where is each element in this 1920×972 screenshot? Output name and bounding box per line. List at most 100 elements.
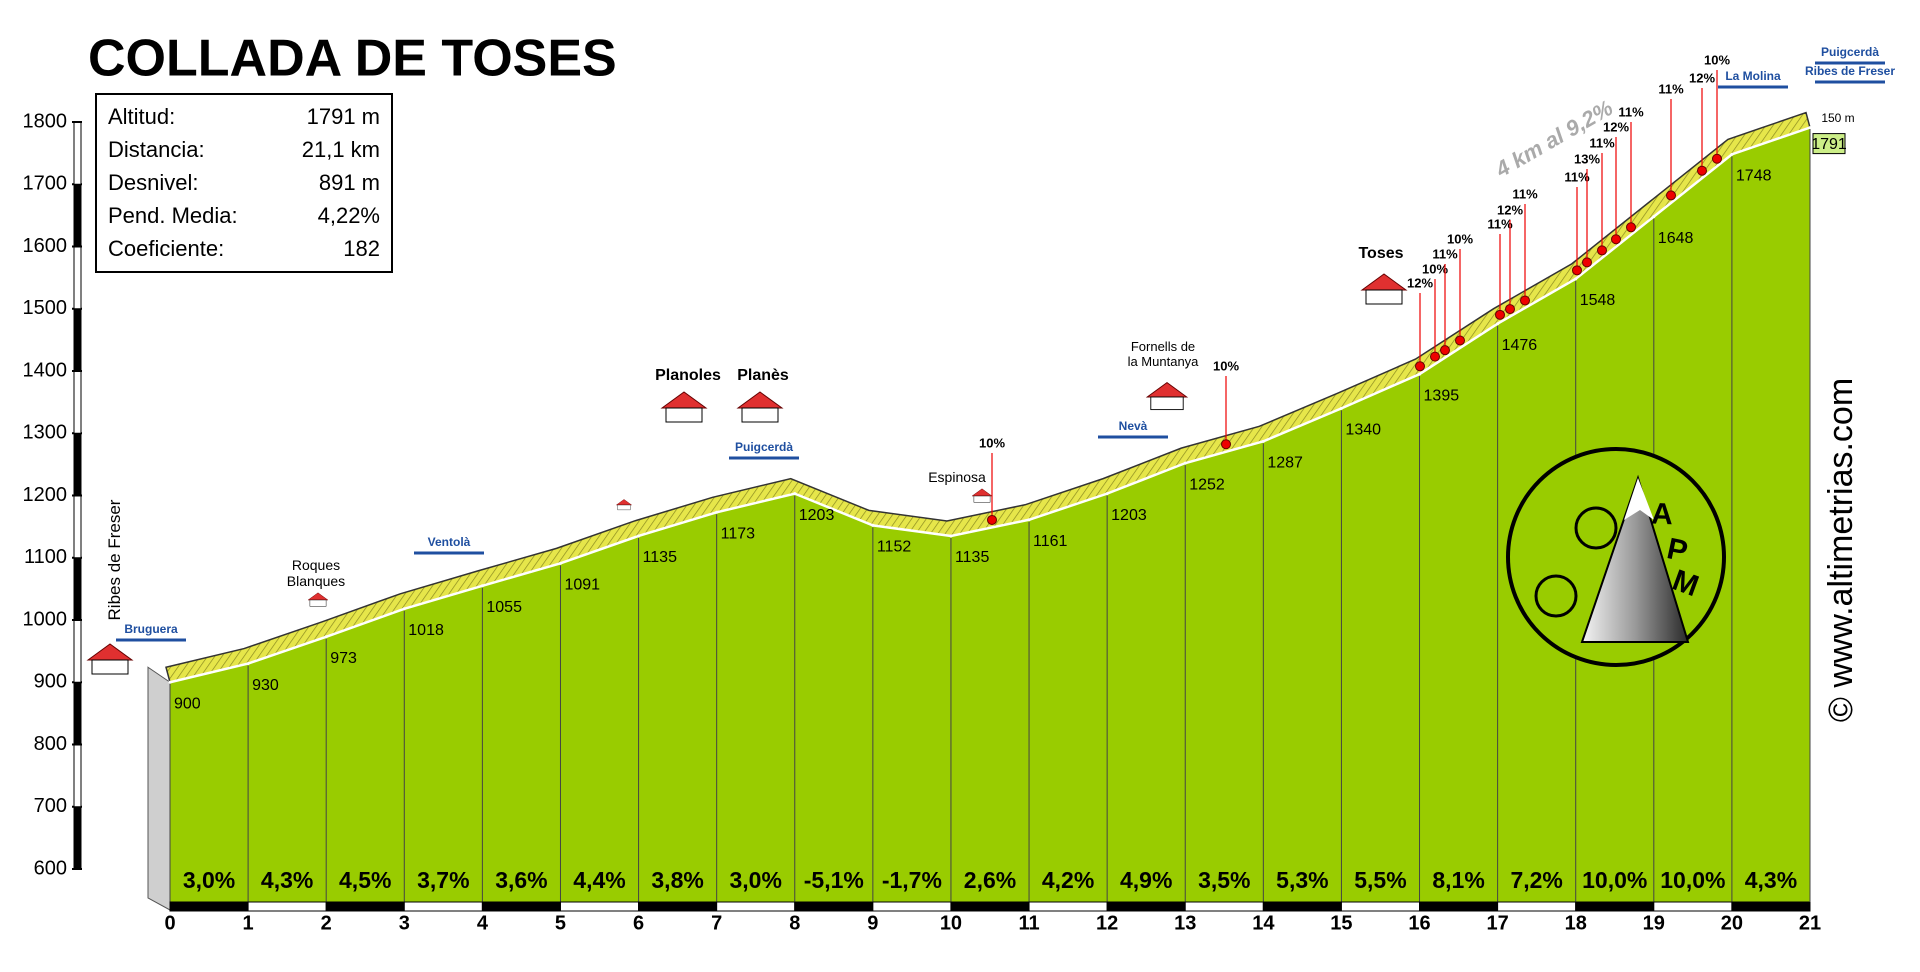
y-axis-segment xyxy=(73,246,82,310)
house-icon xyxy=(615,499,633,511)
steep-label: 12% xyxy=(1497,202,1523,217)
km-point xyxy=(480,584,484,588)
y-axis-segment xyxy=(73,308,82,372)
annotation-line: Planoles xyxy=(655,367,721,384)
roof xyxy=(86,643,134,661)
steep-label: 12% xyxy=(1603,119,1629,134)
gradient-label: 3,8% xyxy=(651,867,703,893)
profile-line xyxy=(169,126,1811,684)
credit: © www.altimetrias.com xyxy=(1822,378,1860,722)
stat-value: 182 xyxy=(343,236,380,261)
house-icon xyxy=(307,592,329,607)
altitude-label: 1091 xyxy=(564,577,600,594)
side-face xyxy=(147,666,171,911)
x-axis-segment xyxy=(403,901,483,912)
stat-value: 891 m xyxy=(319,170,380,195)
annotation: Fornells de la Muntanya xyxy=(1128,339,1200,369)
y-axis-segment xyxy=(73,370,82,434)
x-tick-label: 17 xyxy=(1486,912,1508,934)
y-tick-label: 1700 xyxy=(23,173,68,195)
steep-label: 10% xyxy=(1213,358,1239,373)
km-point xyxy=(1496,322,1500,326)
x-tick-label: 4 xyxy=(477,912,489,934)
wall xyxy=(309,599,327,607)
altitude-label: 900 xyxy=(174,695,201,712)
annotation-line: Ribes de Freser xyxy=(1805,64,1895,78)
km-point xyxy=(871,523,875,527)
x-axis-segment xyxy=(1262,901,1342,912)
altitude-label: 1173 xyxy=(721,526,756,543)
roof xyxy=(1145,382,1189,398)
x-tick-label: 6 xyxy=(633,912,644,934)
x-tick-label: 18 xyxy=(1565,912,1587,934)
gradient-label: 5,3% xyxy=(1276,867,1328,893)
wall xyxy=(741,407,779,423)
annotation: Planoles xyxy=(655,367,721,384)
x-axis-segment xyxy=(794,901,874,912)
altitude-label: 1287 xyxy=(1267,455,1303,472)
y-tick-label: 800 xyxy=(34,733,67,755)
house-icon xyxy=(660,391,708,423)
y-tick-label: 1200 xyxy=(23,484,68,506)
wall xyxy=(1150,396,1184,411)
annotation: Ribes de Freser xyxy=(1805,64,1895,78)
gradient-label: 5,5% xyxy=(1354,867,1406,893)
gradient-label: -5,1% xyxy=(804,867,864,893)
roof xyxy=(736,391,784,409)
y-axis-segment xyxy=(73,681,82,745)
x-tick-label: 14 xyxy=(1252,912,1275,934)
x-axis-segment xyxy=(638,901,718,912)
altitude-label: 1340 xyxy=(1345,422,1381,439)
altitude-label: 1152 xyxy=(877,539,912,556)
x-tick-label: 11 xyxy=(1018,912,1039,934)
annotation: Planès xyxy=(737,367,789,384)
steep-pin xyxy=(1611,234,1621,245)
x-tick-label: 21 xyxy=(1799,912,1821,934)
y-tick-label: 1100 xyxy=(24,546,67,568)
gradient-label: 8,1% xyxy=(1432,867,1484,893)
x-axis-segment xyxy=(1028,901,1108,912)
x-axis-segment xyxy=(1731,901,1811,912)
annotation: La Molina xyxy=(1725,69,1781,83)
x-axis-segment xyxy=(716,901,796,912)
gradient-label: 2,6% xyxy=(964,867,1016,893)
logo-wheel xyxy=(1574,506,1618,550)
steep-pin xyxy=(1455,335,1465,346)
annotation-line: Blanques xyxy=(287,573,345,589)
annotation: Toses xyxy=(1358,245,1403,262)
y-axis-segment xyxy=(73,557,82,621)
gradient-label: 3,7% xyxy=(417,867,469,893)
annotation: Espinosa xyxy=(928,469,986,485)
altitude-label: 1476 xyxy=(1502,337,1538,354)
gradient-label: 10,0% xyxy=(1582,867,1647,893)
logo-snow xyxy=(1624,478,1654,520)
altitude-label: 973 xyxy=(330,650,357,667)
annotation: 150 m xyxy=(1821,111,1854,125)
km-point xyxy=(793,492,797,496)
y-axis-segment xyxy=(73,806,82,870)
steep-label: 11% xyxy=(1432,246,1458,261)
x-tick-label: 0 xyxy=(164,912,175,934)
x-tick-label: 1 xyxy=(243,912,254,934)
y-tick-label: 1400 xyxy=(23,359,68,381)
steep-label: 13% xyxy=(1574,151,1600,166)
y-axis-segment xyxy=(73,432,82,496)
y-axis-segment xyxy=(73,121,82,185)
altitude-label: 1395 xyxy=(1424,387,1460,404)
roof xyxy=(1360,273,1408,291)
x-axis-segment xyxy=(950,901,1030,912)
annotation: Puigcerdà xyxy=(735,440,793,454)
annotation-line: Ventolà xyxy=(428,535,471,549)
x-axis-segment xyxy=(1419,901,1499,912)
x-tick-label: 15 xyxy=(1330,912,1352,934)
steep-label: 11% xyxy=(1589,135,1615,150)
steep-pin xyxy=(1597,245,1607,256)
x-tick-label: 10 xyxy=(940,912,962,934)
x-tick-label: 19 xyxy=(1643,912,1665,934)
wall xyxy=(91,659,129,675)
km-point xyxy=(949,534,953,538)
altitude-label: 1161 xyxy=(1033,533,1068,550)
y-tick-label: 1800 xyxy=(23,110,68,132)
km-point xyxy=(1808,126,1812,130)
altitude-label: 1548 xyxy=(1580,292,1616,309)
